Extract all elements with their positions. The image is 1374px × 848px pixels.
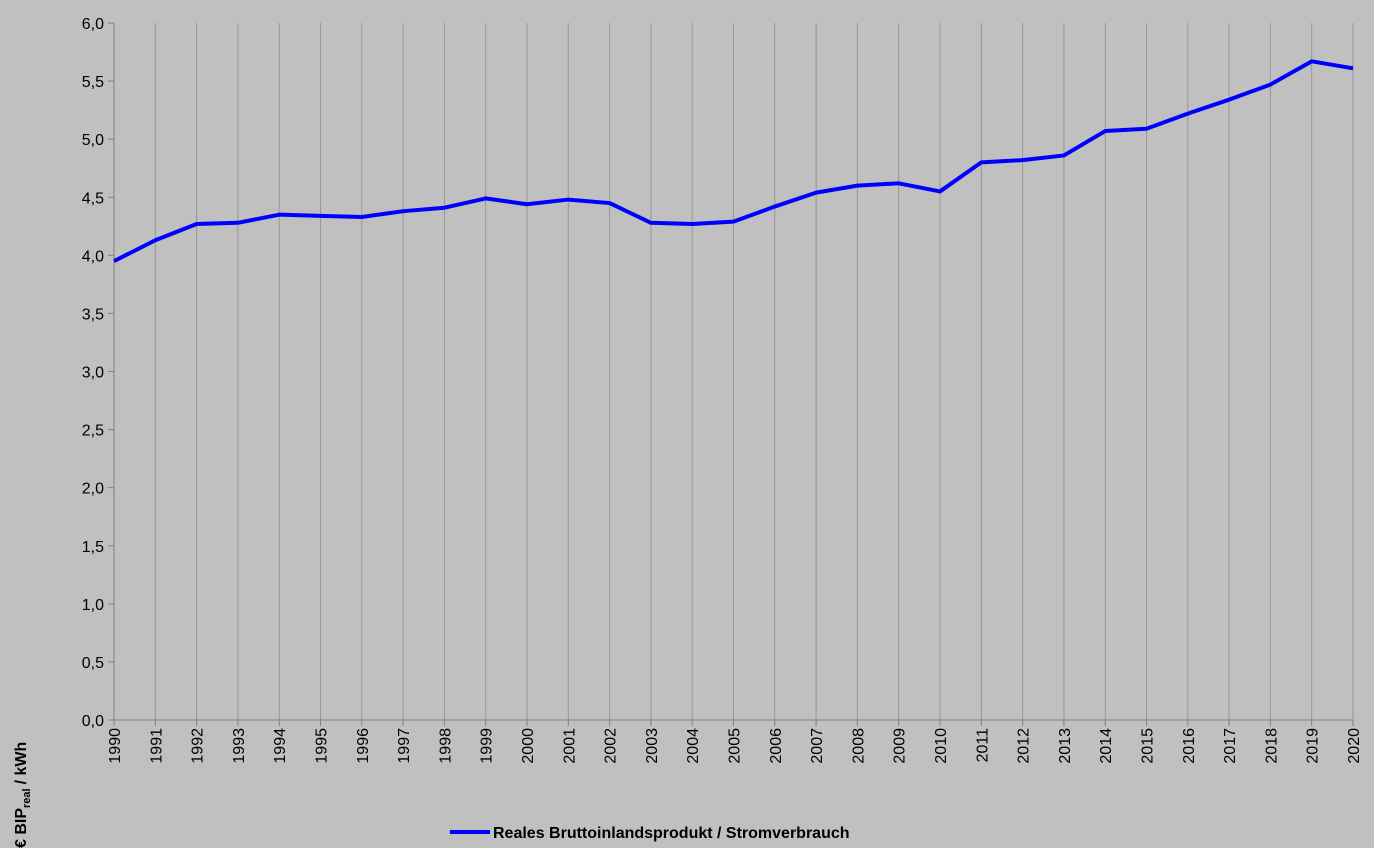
x-tick-label: 2015 — [1140, 728, 1157, 764]
x-tick-label: 2019 — [1305, 728, 1322, 764]
y-tick-label: 0,0 — [82, 713, 104, 730]
y-axis-label: € BIPreal / kWh — [13, 742, 33, 848]
x-tick-label: 2013 — [1057, 728, 1074, 764]
data-line — [113, 59, 1354, 263]
y-tick-label: 1,0 — [82, 597, 104, 614]
y-tick-label: 0,5 — [82, 655, 104, 672]
x-tick-label: 1994 — [272, 728, 289, 764]
x-tick-label: 2010 — [933, 728, 950, 764]
x-tick-label: 2017 — [1222, 728, 1239, 764]
x-tick-label: 2005 — [727, 728, 744, 764]
x-tick-label: 2018 — [1263, 728, 1280, 764]
x-tick-label: 2020 — [1346, 728, 1363, 764]
x-tick-label: 2008 — [850, 728, 867, 764]
x-tick-label: 1999 — [479, 728, 496, 764]
x-tick-label: 1991 — [148, 728, 165, 764]
x-tick-label: 2007 — [809, 728, 826, 764]
x-tick-label: 2014 — [1098, 728, 1115, 764]
y-label-suffix: / kWh — [13, 742, 30, 785]
x-tick-label: 1995 — [314, 728, 331, 764]
x-tick-label: 1993 — [231, 728, 248, 764]
y-tick-label: 3,5 — [82, 306, 104, 323]
x-tick-label: 2016 — [1181, 728, 1198, 764]
x-tick-label: 2009 — [892, 728, 909, 764]
x-tick-label: 2002 — [603, 728, 620, 764]
y-tick-label: 1,5 — [82, 539, 104, 556]
x-tick-label: 1996 — [355, 728, 372, 764]
y-tick-label: 5,5 — [82, 74, 104, 91]
x-tick-label: 2012 — [1016, 728, 1033, 764]
y-label-main: € BIP — [13, 808, 30, 848]
x-tick-label: 2004 — [685, 728, 702, 764]
y-label-sub: real — [21, 788, 33, 808]
x-tick-label: 1992 — [190, 728, 207, 764]
y-tick-label: 5,0 — [82, 132, 104, 149]
x-tick-label: 2006 — [768, 728, 785, 764]
y-tick-label: 4,0 — [82, 248, 104, 265]
legend-label: Reales Bruttoinlandsprodukt / Stromverbr… — [493, 825, 850, 842]
x-tick-label: 2011 — [974, 728, 991, 763]
y-tick-label: 2,0 — [82, 481, 104, 498]
x-tick-label: 2003 — [644, 728, 661, 764]
x-tick-label: 1997 — [396, 728, 413, 764]
x-tick-label: 2001 — [561, 728, 578, 764]
y-tick-label: 3,0 — [82, 365, 104, 382]
x-tick-label: 1998 — [437, 728, 454, 764]
x-tick-label: 1990 — [107, 728, 124, 764]
y-tick-label: 6,0 — [82, 16, 104, 33]
y-tick-label: 4,5 — [82, 190, 104, 207]
x-tick-label: 2000 — [520, 728, 537, 764]
y-tick-label: 2,5 — [82, 423, 104, 440]
